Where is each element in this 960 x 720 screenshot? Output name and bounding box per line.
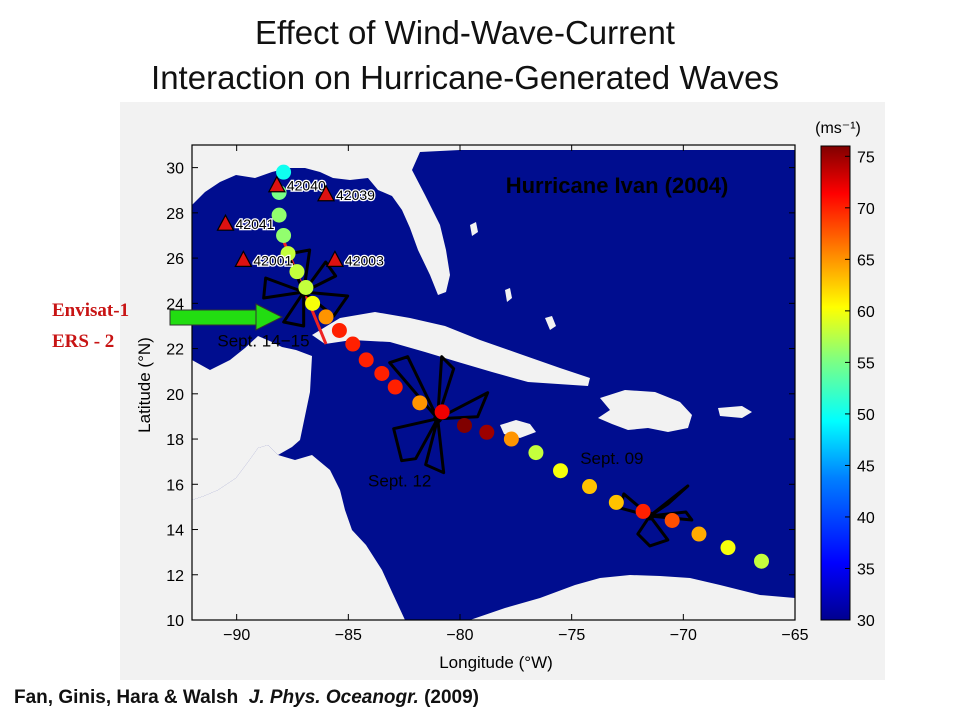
track-point: [271, 207, 287, 223]
colorbar-tick-label: 30: [857, 613, 875, 630]
track-point: [276, 164, 292, 180]
colorbar-tick-label: 50: [857, 407, 875, 424]
colorbar-tick-label: 45: [857, 458, 875, 475]
buoy-marker: [325, 250, 344, 267]
y-tick-label: 14: [166, 523, 184, 540]
track-point: [387, 379, 403, 395]
hurricane-map-figure: −90 −85 −80 −75 −70 −65 10 12 14 16 18 20 22 24 26 28 30…: [120, 102, 885, 680]
page-title-line-1: Effect of Wind-Wave-Current: [255, 14, 675, 51]
y-tick-label: 28: [166, 206, 184, 223]
buoy-markers: 42040 42039 42041 42001 42003: [216, 175, 385, 270]
track-point: [374, 365, 390, 381]
track-point: [456, 417, 472, 433]
colorbar-label: (ms⁻¹): [815, 120, 861, 137]
track-point: [280, 246, 296, 262]
track-point: [528, 445, 544, 461]
buoy-label: 42040: [287, 178, 326, 194]
land-puerto-rico: [718, 406, 752, 418]
land-central-america: [192, 445, 405, 620]
y-tick-label: 16: [166, 477, 184, 494]
date-annotations: Sept. 14−15 Sept. 12 Sept. 09: [217, 331, 643, 490]
land-us-gulf-coast: [192, 145, 795, 295]
wave-rose-shape: [618, 484, 694, 548]
y-tick-label: 12: [166, 568, 184, 585]
colorbar-tick-label: 35: [857, 561, 875, 578]
citation-journal: J. Phys. Oceanogr.: [248, 687, 419, 708]
plot-frame: [191, 144, 796, 621]
track-point: [503, 431, 519, 447]
track-point: [754, 553, 769, 569]
track-point: [479, 424, 495, 440]
track-point: [635, 503, 651, 519]
track-point: [553, 463, 568, 479]
y-tick-label: 30: [166, 161, 184, 178]
land-bahamas: [470, 222, 556, 330]
land-south-america: [470, 575, 795, 620]
track-point: [720, 540, 736, 556]
track-point: [289, 264, 305, 280]
colorbar-tick-label: 55: [857, 355, 875, 372]
axis-ticks: −90 −85 −80 −75 −70 −65 10 12 14 16 18 20 22 24 26 28 30: [166, 145, 809, 644]
x-tick-label: −90: [223, 627, 250, 644]
y-axis-label: Latitude (°N): [135, 337, 154, 433]
buoy-marker: [317, 184, 335, 202]
chart-title: Hurricane Ivan (2004): [506, 173, 729, 198]
track-point: [691, 526, 707, 542]
buoy-marker: [216, 213, 235, 231]
track-point: [331, 322, 347, 338]
colorbar-ticks: 30 35 40 45 50 55 60 65 70 75: [845, 149, 875, 630]
track-point: [358, 352, 374, 368]
y-tick-label: 22: [166, 342, 184, 359]
buoy-marker: [234, 250, 253, 267]
track-point: [345, 336, 361, 352]
colorbar-tick-label: 65: [857, 252, 875, 269]
citation: Fan, Ginis, Hara & Walsh J. Phys. Oceano…: [14, 687, 479, 709]
land-cuba: [312, 312, 590, 386]
x-tick-label: −65: [781, 627, 808, 644]
satellite-arrow: [169, 303, 284, 331]
x-tick-label: −75: [558, 627, 585, 644]
date-annotation-label: Sept. 14−15: [217, 331, 309, 350]
track-points: [271, 164, 769, 569]
y-tick-label: 26: [166, 251, 184, 268]
buoy-label: 42001: [253, 252, 292, 268]
colorbar: [820, 145, 851, 621]
land-mexico: [192, 336, 312, 500]
y-tick-label: 20: [166, 387, 184, 404]
track-point: [582, 479, 598, 495]
satellite-label-envisat: Envisat-1: [52, 300, 130, 321]
citation-authors: Fan, Ginis, Hara & Walsh: [14, 687, 239, 708]
track-point: [412, 395, 428, 411]
y-tick-label: 10: [166, 613, 184, 630]
y-tick-label: 18: [166, 432, 184, 449]
buoy-label: 42003: [345, 252, 384, 268]
track-point: [305, 295, 321, 311]
buoy-label: 42041: [236, 216, 275, 232]
track-point: [318, 309, 334, 325]
x-tick-label: −70: [670, 627, 697, 644]
date-annotation-label: Sept. 09: [580, 449, 643, 468]
track-point: [608, 494, 624, 510]
wave-rose-shape: [262, 248, 350, 328]
colorbar-tick-label: 75: [857, 149, 875, 166]
track-point: [434, 404, 450, 420]
land-hispaniola: [598, 390, 692, 432]
citation-year: (2009): [424, 687, 479, 708]
x-tick-label: −85: [335, 627, 362, 644]
x-axis-label: Longitude (°W): [439, 653, 553, 672]
hurricane-map-chart: −90 −85 −80 −75 −70 −65 10 12 14 16 18 20 22 24 26 28 30…: [135, 120, 875, 672]
track-point: [276, 227, 292, 243]
page-title-line-2: Interaction on Hurricane-Generated Waves: [151, 59, 779, 96]
colorbar-tick-label: 70: [857, 201, 875, 218]
buoy-marker: [267, 175, 286, 193]
buoy-label: 42039: [336, 187, 375, 203]
satellite-label-ers: ERS - 2: [52, 331, 115, 352]
date-annotation-label: Sept. 12: [368, 472, 431, 491]
x-tick-label: −80: [446, 627, 473, 644]
y-tick-label: 24: [166, 296, 184, 313]
track-point: [298, 280, 314, 295]
colorbar-tick-label: 60: [857, 304, 875, 321]
colorbar-tick-label: 40: [857, 510, 875, 527]
track-point: [664, 512, 680, 528]
